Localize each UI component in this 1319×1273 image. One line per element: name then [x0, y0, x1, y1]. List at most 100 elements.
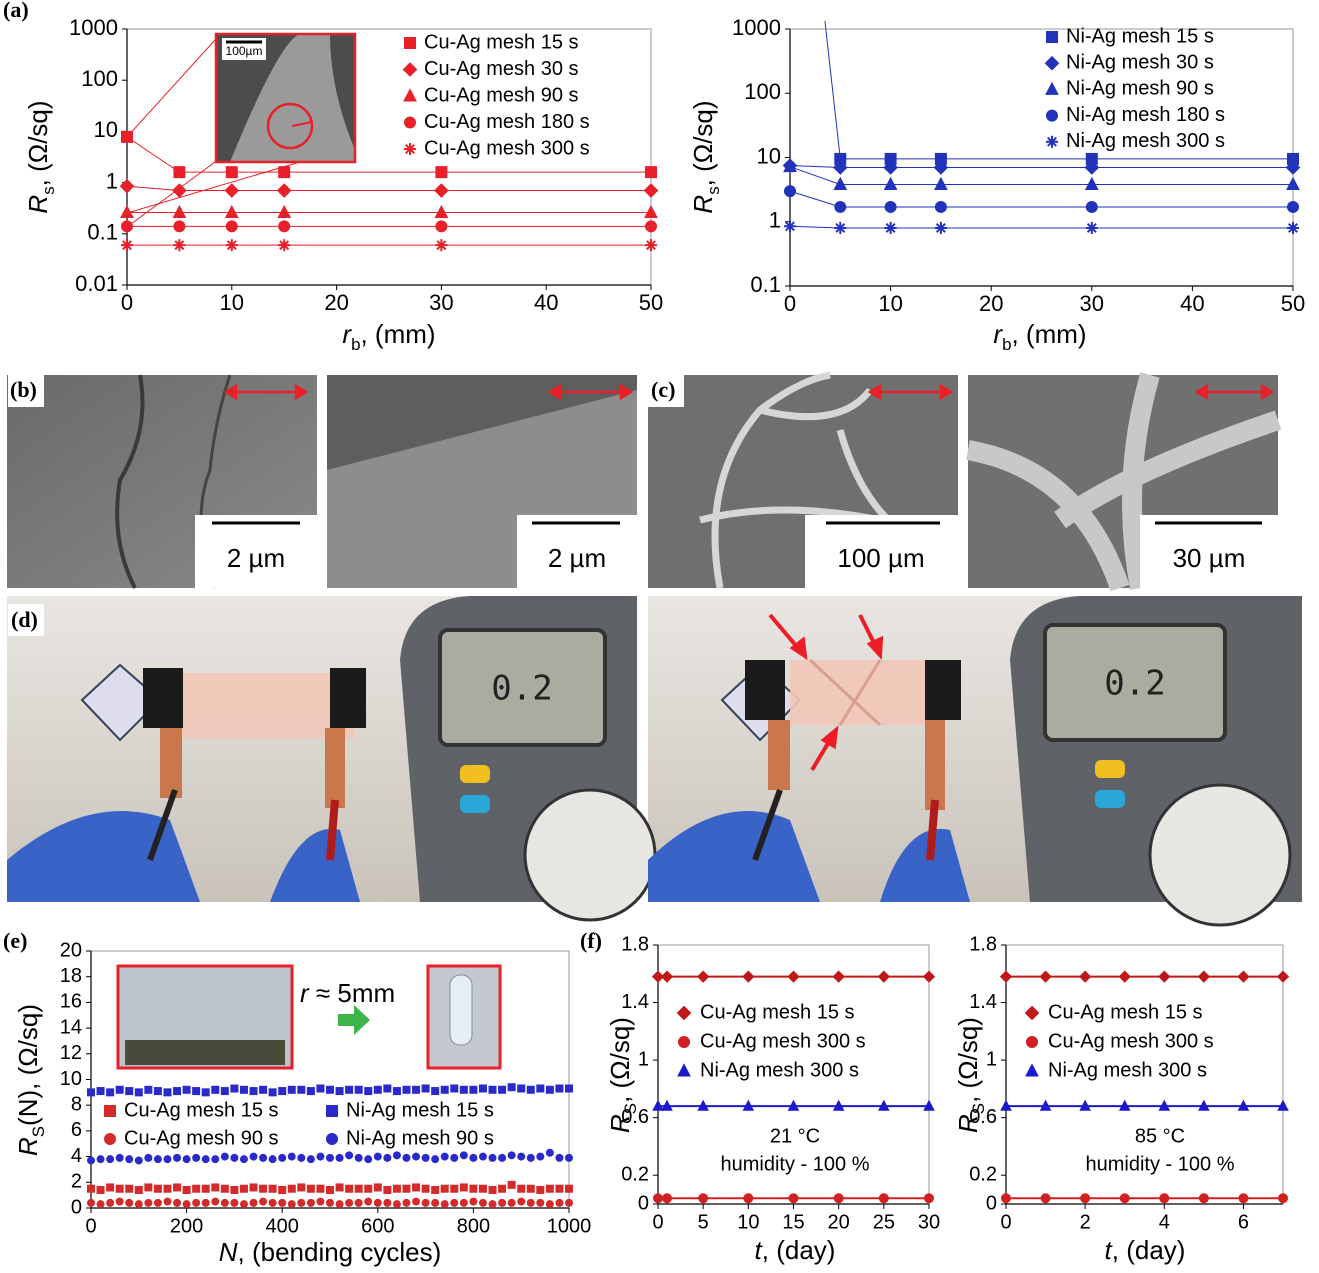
y-tick-label: 2	[71, 1171, 82, 1193]
marker	[508, 1084, 515, 1091]
x-tick-label: 10	[737, 1211, 759, 1233]
legend-label: Cu-Ag mesh 300 s	[700, 1030, 866, 1052]
marker	[346, 1152, 353, 1159]
marker	[432, 1156, 439, 1163]
marker	[221, 1088, 228, 1095]
x-tick-label: 2	[1080, 1211, 1091, 1233]
marker	[298, 1154, 305, 1161]
marker	[1279, 1194, 1288, 1203]
marker	[317, 1153, 324, 1160]
marker	[393, 1152, 400, 1159]
marker	[221, 1199, 228, 1206]
marker	[422, 1185, 429, 1192]
axis-label-part: s	[704, 186, 723, 194]
y-tick-label: 0	[638, 1192, 649, 1214]
marker	[288, 1153, 295, 1160]
marker	[135, 1187, 142, 1194]
axis-label-part: R	[23, 195, 53, 214]
marker	[135, 1157, 142, 1164]
y-tick-label: 0	[71, 1196, 82, 1218]
marker	[451, 1085, 458, 1092]
marker	[122, 221, 133, 232]
marker	[546, 1149, 553, 1156]
marker	[221, 1185, 228, 1192]
x-tick-label: 800	[457, 1215, 490, 1237]
y-tick-label: 1.4	[621, 991, 649, 1013]
x-tick-label: 50	[1281, 291, 1305, 316]
marker	[374, 1086, 381, 1093]
marker	[183, 1187, 190, 1194]
marker	[88, 1199, 95, 1206]
marker	[435, 239, 447, 251]
marker	[489, 1201, 496, 1208]
marker	[451, 1185, 458, 1192]
marker	[212, 1086, 219, 1093]
marker	[879, 1194, 888, 1203]
marker	[145, 1086, 152, 1093]
marker	[107, 1199, 114, 1206]
y-tick-label: 1	[769, 208, 781, 233]
marker	[97, 1201, 104, 1208]
legend-label: Ni-Ag mesh 300 s	[1048, 1059, 1207, 1081]
annotation: humidity - 100 %	[721, 1153, 870, 1175]
axis-label-part: S	[969, 1103, 988, 1114]
marker	[1041, 1194, 1050, 1203]
marker	[279, 167, 290, 178]
x-tick-label: 20	[324, 290, 348, 315]
marker	[260, 1086, 267, 1093]
marker	[460, 1152, 467, 1159]
legend-label: Ni-Ag mesh 30 s	[1066, 51, 1214, 73]
panel-label: (d)	[11, 607, 38, 632]
panel-label: (f)	[580, 928, 602, 953]
axis-label-part: R	[688, 195, 718, 214]
legend-label: Ni-Ag mesh 90 s	[346, 1127, 494, 1149]
marker	[260, 1154, 267, 1161]
marker	[413, 1198, 420, 1205]
marker	[441, 1201, 448, 1208]
x-tick-label: 30	[918, 1211, 940, 1233]
marker	[327, 1154, 334, 1161]
axis-label-part: s	[39, 186, 58, 194]
marker	[193, 1088, 200, 1095]
marker	[327, 1086, 334, 1093]
x-tick-label: 200	[170, 1215, 203, 1237]
marker	[566, 1154, 573, 1161]
marker	[413, 1184, 420, 1191]
marker	[885, 201, 896, 212]
x-tick-label: 6	[1238, 1211, 1249, 1233]
marker	[193, 1154, 200, 1161]
axis-label: N, (bending cycles)	[219, 1237, 442, 1267]
marker	[317, 1198, 324, 1205]
marker	[537, 1153, 544, 1160]
marker	[508, 1181, 515, 1188]
marker	[546, 1201, 553, 1208]
marker	[202, 1156, 209, 1163]
marker	[527, 1086, 534, 1093]
marker	[663, 1194, 672, 1203]
marker	[479, 1185, 486, 1192]
axis-label-part: , (mm)	[1011, 319, 1086, 349]
marker	[784, 220, 796, 232]
marker	[499, 1086, 506, 1093]
legend-label: Ni-Ag mesh 300 s	[700, 1059, 859, 1081]
axis-label: t, (day)	[755, 1235, 836, 1265]
marker	[566, 1185, 573, 1192]
legend-label: Ni-Ag mesh 300 s	[1066, 130, 1225, 152]
marker	[336, 1201, 343, 1208]
marker	[537, 1085, 544, 1092]
marker	[785, 186, 796, 197]
marker	[451, 1154, 458, 1161]
marker	[422, 1085, 429, 1092]
marker	[279, 1088, 286, 1095]
marker	[508, 1152, 515, 1159]
marker	[250, 1184, 257, 1191]
marker	[403, 1185, 410, 1192]
marker	[307, 1185, 314, 1192]
legend-marker	[1027, 1037, 1038, 1048]
marker	[97, 1187, 104, 1194]
marker	[451, 1199, 458, 1206]
y-tick-label: 1	[106, 168, 118, 193]
marker	[174, 167, 185, 178]
marker	[432, 1088, 439, 1095]
marker	[164, 1156, 171, 1163]
